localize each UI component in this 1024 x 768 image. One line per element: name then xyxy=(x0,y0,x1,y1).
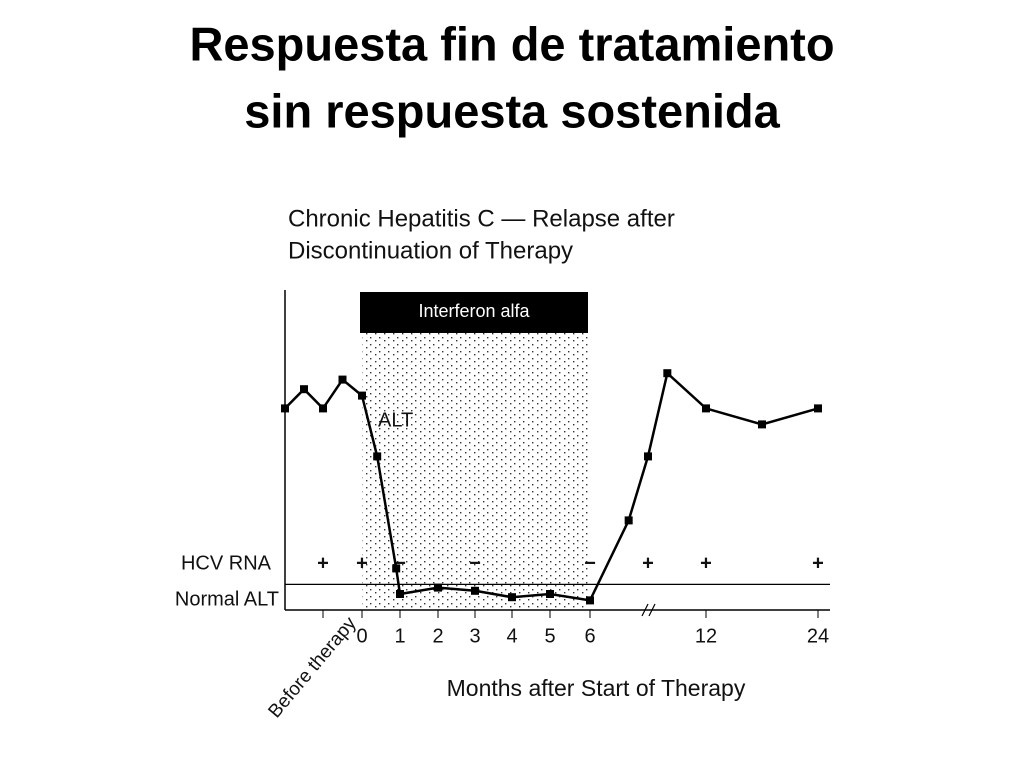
x-tick-label: 24 xyxy=(807,625,829,647)
x-tick-label: 6 xyxy=(584,625,595,647)
point xyxy=(300,385,308,394)
x-tick-label: 1 xyxy=(394,625,405,647)
x-tick-label: Before therapy xyxy=(265,613,362,722)
point xyxy=(624,516,633,525)
point xyxy=(546,590,554,598)
x-tick-label: 2 xyxy=(432,625,443,647)
x-tick-label: 4 xyxy=(506,625,517,647)
point xyxy=(663,369,672,378)
chart-title: Chronic Hepatitis C — Relapse after xyxy=(288,205,675,232)
point xyxy=(281,404,289,413)
x-tick-label: 12 xyxy=(695,625,717,647)
x-axis-label: Months after Start of Therapy xyxy=(447,675,746,701)
x-tick-label: 5 xyxy=(544,625,555,647)
x-tick-label: 0 xyxy=(356,625,367,647)
point xyxy=(396,590,404,598)
hcv-rna-marker: + xyxy=(812,552,824,574)
slide-title: Respuesta fin de tratamiento xyxy=(189,17,834,70)
point xyxy=(644,452,652,461)
hcv-rna-marker: + xyxy=(700,552,712,574)
axis-break xyxy=(648,603,656,617)
therapy-label: Interferon alfa xyxy=(418,301,530,321)
hcv-rna-marker: + xyxy=(642,552,654,574)
hcv-rna-label: HCV RNA xyxy=(181,552,272,574)
point xyxy=(358,391,366,400)
point xyxy=(338,375,347,384)
hcv-rna-marker: + xyxy=(356,552,368,574)
x-tick-label: 3 xyxy=(469,625,480,647)
hcv-rna-marker: − xyxy=(469,552,481,574)
slide-title: sin respuesta sostenida xyxy=(244,84,780,137)
point xyxy=(586,596,594,605)
point xyxy=(758,420,766,429)
point xyxy=(373,452,382,461)
therapy-region xyxy=(362,333,590,610)
axis-break xyxy=(641,603,649,617)
hcv-rna-marker: − xyxy=(394,552,406,574)
series-label: ALT xyxy=(378,409,413,431)
therapy-bar xyxy=(360,292,588,333)
point xyxy=(319,404,327,413)
point xyxy=(814,404,822,413)
hcv-rna-marker: − xyxy=(584,552,596,574)
point xyxy=(702,404,710,413)
hcv-rna-marker: + xyxy=(317,552,329,574)
point xyxy=(508,593,516,602)
normal-alt-label: Normal ALT xyxy=(175,588,279,610)
point xyxy=(471,586,479,595)
point xyxy=(392,564,401,573)
chart-title: Discontinuation of Therapy xyxy=(288,237,573,264)
point xyxy=(434,583,442,592)
